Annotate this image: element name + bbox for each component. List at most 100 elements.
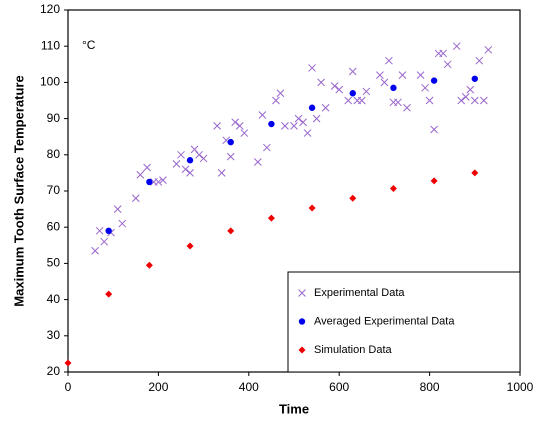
data-point (143, 163, 151, 172)
y-tick-label: 110 (41, 38, 60, 52)
data-point (390, 84, 397, 92)
data-point (281, 121, 289, 130)
data-point (471, 75, 478, 82)
data-point (317, 78, 325, 87)
data-point (213, 121, 222, 130)
data-point (457, 96, 466, 105)
legend-label: Experimental Data (314, 287, 405, 299)
y-tick-label: 20 (47, 364, 61, 378)
data-point (308, 104, 316, 111)
data-point (466, 85, 475, 94)
data-point (294, 114, 303, 123)
data-point (290, 121, 298, 130)
data-point (105, 290, 113, 298)
data-point (253, 158, 262, 166)
legend-label: Simulation Data (314, 344, 393, 356)
data-point (91, 246, 99, 255)
data-point (64, 359, 72, 367)
data-point (186, 169, 194, 177)
data-point (362, 87, 371, 96)
data-point (113, 205, 122, 213)
data-point (475, 56, 484, 65)
data-point (380, 78, 389, 87)
data-point (452, 42, 461, 51)
data-point (330, 82, 339, 90)
data-point (105, 227, 112, 235)
y-tick-label: 120 (40, 2, 60, 16)
data-point (425, 96, 434, 105)
data-point (95, 226, 104, 235)
data-point (321, 103, 330, 112)
data-point (181, 165, 190, 174)
data-point (136, 170, 145, 179)
data-point (443, 60, 452, 69)
legend-marker (298, 289, 306, 297)
data-point (479, 96, 488, 105)
data-point (471, 169, 479, 177)
y-axis-title: Maximum Tooth Surface Temperature (11, 75, 26, 306)
legend-box (287, 271, 521, 373)
data-point (430, 177, 438, 185)
data-point (439, 49, 448, 58)
data-point (268, 120, 275, 128)
y-tick-label: 60 (47, 219, 61, 233)
data-point (226, 152, 235, 161)
data-point (394, 98, 402, 107)
y-tick-label: 100 (40, 75, 60, 89)
y-tick-label: 50 (47, 256, 61, 270)
data-point (154, 178, 163, 186)
data-point (357, 96, 366, 105)
data-point (276, 89, 285, 98)
data-point (344, 96, 353, 105)
data-point (389, 184, 397, 192)
data-point (308, 204, 316, 212)
data-point (227, 138, 234, 146)
data-point (461, 93, 470, 101)
data-point (227, 227, 235, 235)
data-point (118, 219, 127, 228)
data-point (190, 145, 199, 154)
x-tick-label: 0 (65, 380, 72, 394)
data-point (146, 178, 153, 186)
data-point (303, 129, 312, 137)
data-point (172, 159, 181, 168)
data-point (258, 111, 267, 119)
data-point (217, 169, 226, 177)
data-point (199, 154, 208, 163)
data-point (430, 77, 438, 84)
y-tick-label: 80 (47, 147, 61, 161)
data-point (186, 157, 194, 164)
data-point (186, 242, 194, 250)
data-point (416, 71, 425, 80)
data-point (349, 194, 357, 202)
legend-marker (298, 346, 306, 354)
x-tick-label: 200 (148, 380, 168, 394)
data-point (430, 125, 438, 134)
data-point (484, 45, 493, 54)
x-tick-label: 800 (420, 380, 440, 394)
x-tick-label: 400 (239, 380, 259, 394)
data-point (376, 71, 384, 80)
data-point (267, 214, 275, 222)
data-point (312, 114, 321, 123)
data-point (398, 71, 407, 80)
x-tick-label: 600 (329, 380, 349, 394)
y-unit: °C (82, 38, 96, 52)
data-point (348, 67, 357, 76)
legend-label: Averaged Experimental Data (314, 315, 455, 327)
data-point (263, 143, 271, 152)
data-point (385, 56, 393, 65)
y-tick-label: 30 (47, 328, 61, 342)
data-point (403, 103, 411, 112)
data-point (195, 150, 203, 159)
data-point (421, 83, 429, 92)
data-point (145, 261, 153, 269)
data-point (131, 194, 140, 203)
legend-marker (298, 318, 306, 325)
data-point (177, 150, 185, 159)
data-point (231, 118, 240, 127)
data-point (349, 90, 356, 97)
x-axis-title: Time (279, 401, 309, 416)
data-point (159, 176, 167, 184)
